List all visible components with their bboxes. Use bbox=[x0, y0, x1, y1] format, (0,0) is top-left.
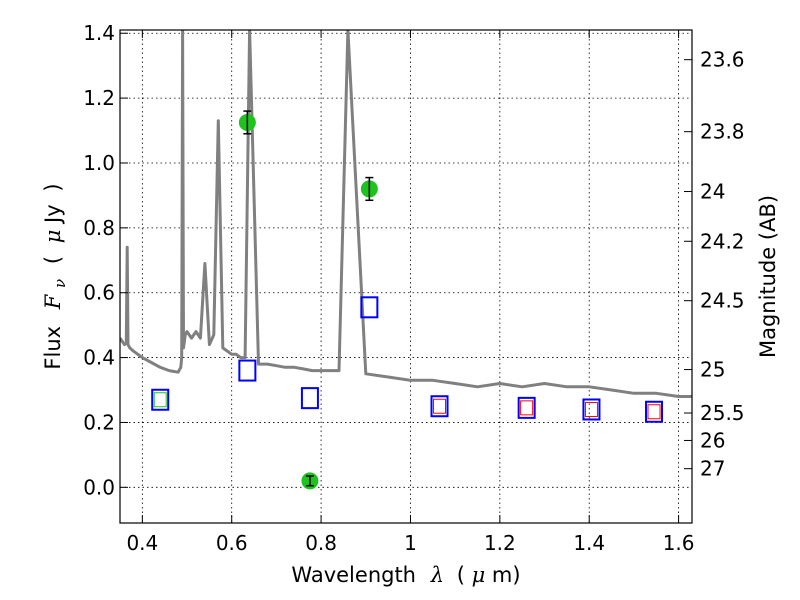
magnitude-tick-label: 26 bbox=[700, 428, 725, 452]
magnitude-tick-label: 25.5 bbox=[700, 401, 745, 425]
y-axis-label-word: Flux bbox=[41, 326, 65, 370]
magnitude-tick-label: 23.6 bbox=[700, 48, 745, 72]
model-flux-marker bbox=[151, 388, 170, 411]
model-flux-inner-marker bbox=[647, 404, 661, 420]
magnitude-tick-label: 27 bbox=[700, 457, 725, 481]
y-tick-label: 0.2 bbox=[83, 410, 115, 434]
y-tick-label: 0.6 bbox=[83, 281, 115, 305]
x-axis-ticks: 0.4 0.6 0.8 1 1.2 1.4 1.6 bbox=[126, 30, 695, 555]
x-axis-label: Wavelength λ ( μ m) bbox=[291, 563, 520, 587]
y-axis-label-symbol: F bbox=[41, 293, 65, 310]
y-tick-label: 1.2 bbox=[83, 86, 115, 110]
y-axis-label-unit: Jy bbox=[41, 204, 65, 225]
x-tick-label: 0.4 bbox=[126, 531, 158, 555]
model-flux-inner-marker bbox=[153, 392, 167, 408]
x-axis-label-paren-open: ( bbox=[457, 563, 465, 587]
y-tick-label: 1.4 bbox=[83, 21, 115, 45]
model-flux-marker bbox=[238, 359, 257, 382]
magnitude-axis-ticks: 23.6 23.8 24 24.2 24.5 25 25.5 26 27 bbox=[684, 48, 745, 481]
y-axis-label: Flux F ν ( μ Jy ) bbox=[41, 183, 70, 369]
model-flux-inner-marker bbox=[520, 400, 534, 416]
x-tick-label: 1.2 bbox=[484, 531, 516, 555]
model-flux-marker bbox=[517, 396, 536, 419]
y-tick-label: 1.0 bbox=[83, 151, 115, 175]
model-flux-inner-marker bbox=[433, 398, 447, 414]
model-flux-marker bbox=[582, 398, 601, 421]
model-photometry-markers bbox=[151, 296, 664, 423]
y-axis-label-paren-open: ( bbox=[41, 256, 65, 264]
magnitude-tick-label: 24 bbox=[700, 180, 725, 204]
plot-frame bbox=[119, 29, 693, 524]
x-tick-label: 0.8 bbox=[305, 531, 337, 555]
x-axis-label-mu: μ bbox=[472, 563, 486, 587]
magnitude-tick-label: 24.2 bbox=[700, 229, 745, 253]
x-tick-label: 1.4 bbox=[573, 531, 605, 555]
magnitude-tick-label: 24.5 bbox=[700, 289, 745, 313]
y-tick-label: 0.0 bbox=[83, 475, 115, 499]
model-flux-marker bbox=[300, 387, 319, 410]
y-tick-label: 0.8 bbox=[83, 216, 115, 240]
x-axis-label-unit: m) bbox=[492, 563, 521, 587]
x-tick-label: 1 bbox=[404, 531, 417, 555]
x-tick-label: 1.6 bbox=[663, 531, 695, 555]
magnitude-tick-label: 23.8 bbox=[700, 120, 745, 144]
model-flux-marker bbox=[360, 296, 379, 319]
x-tick-label: 0.6 bbox=[216, 531, 248, 555]
template-spectrum-line bbox=[120, 30, 692, 398]
model-flux-marker bbox=[430, 395, 449, 418]
y-axis-label-subscript: ν bbox=[51, 279, 69, 288]
magnitude-tick-label: 25 bbox=[700, 358, 725, 382]
y-axis-ticks: 0.0 0.2 0.4 0.6 0.8 1.0 1.2 1.4 bbox=[83, 21, 128, 499]
y-axis-label-mu: μ bbox=[41, 230, 65, 244]
model-flux-inner-marker bbox=[584, 401, 598, 417]
observed-photometry-points bbox=[238, 110, 378, 490]
model-flux-marker bbox=[645, 400, 664, 423]
x-axis-label-word: Wavelength bbox=[291, 563, 416, 587]
y-axis-label-paren-close: ) bbox=[41, 183, 65, 191]
y-tick-label: 0.4 bbox=[83, 346, 115, 370]
galaxy-template-spectrum bbox=[120, 30, 692, 398]
x-axis-label-symbol: λ bbox=[430, 563, 444, 587]
magnitude-axis-label: Magnitude (AB) bbox=[756, 195, 780, 358]
